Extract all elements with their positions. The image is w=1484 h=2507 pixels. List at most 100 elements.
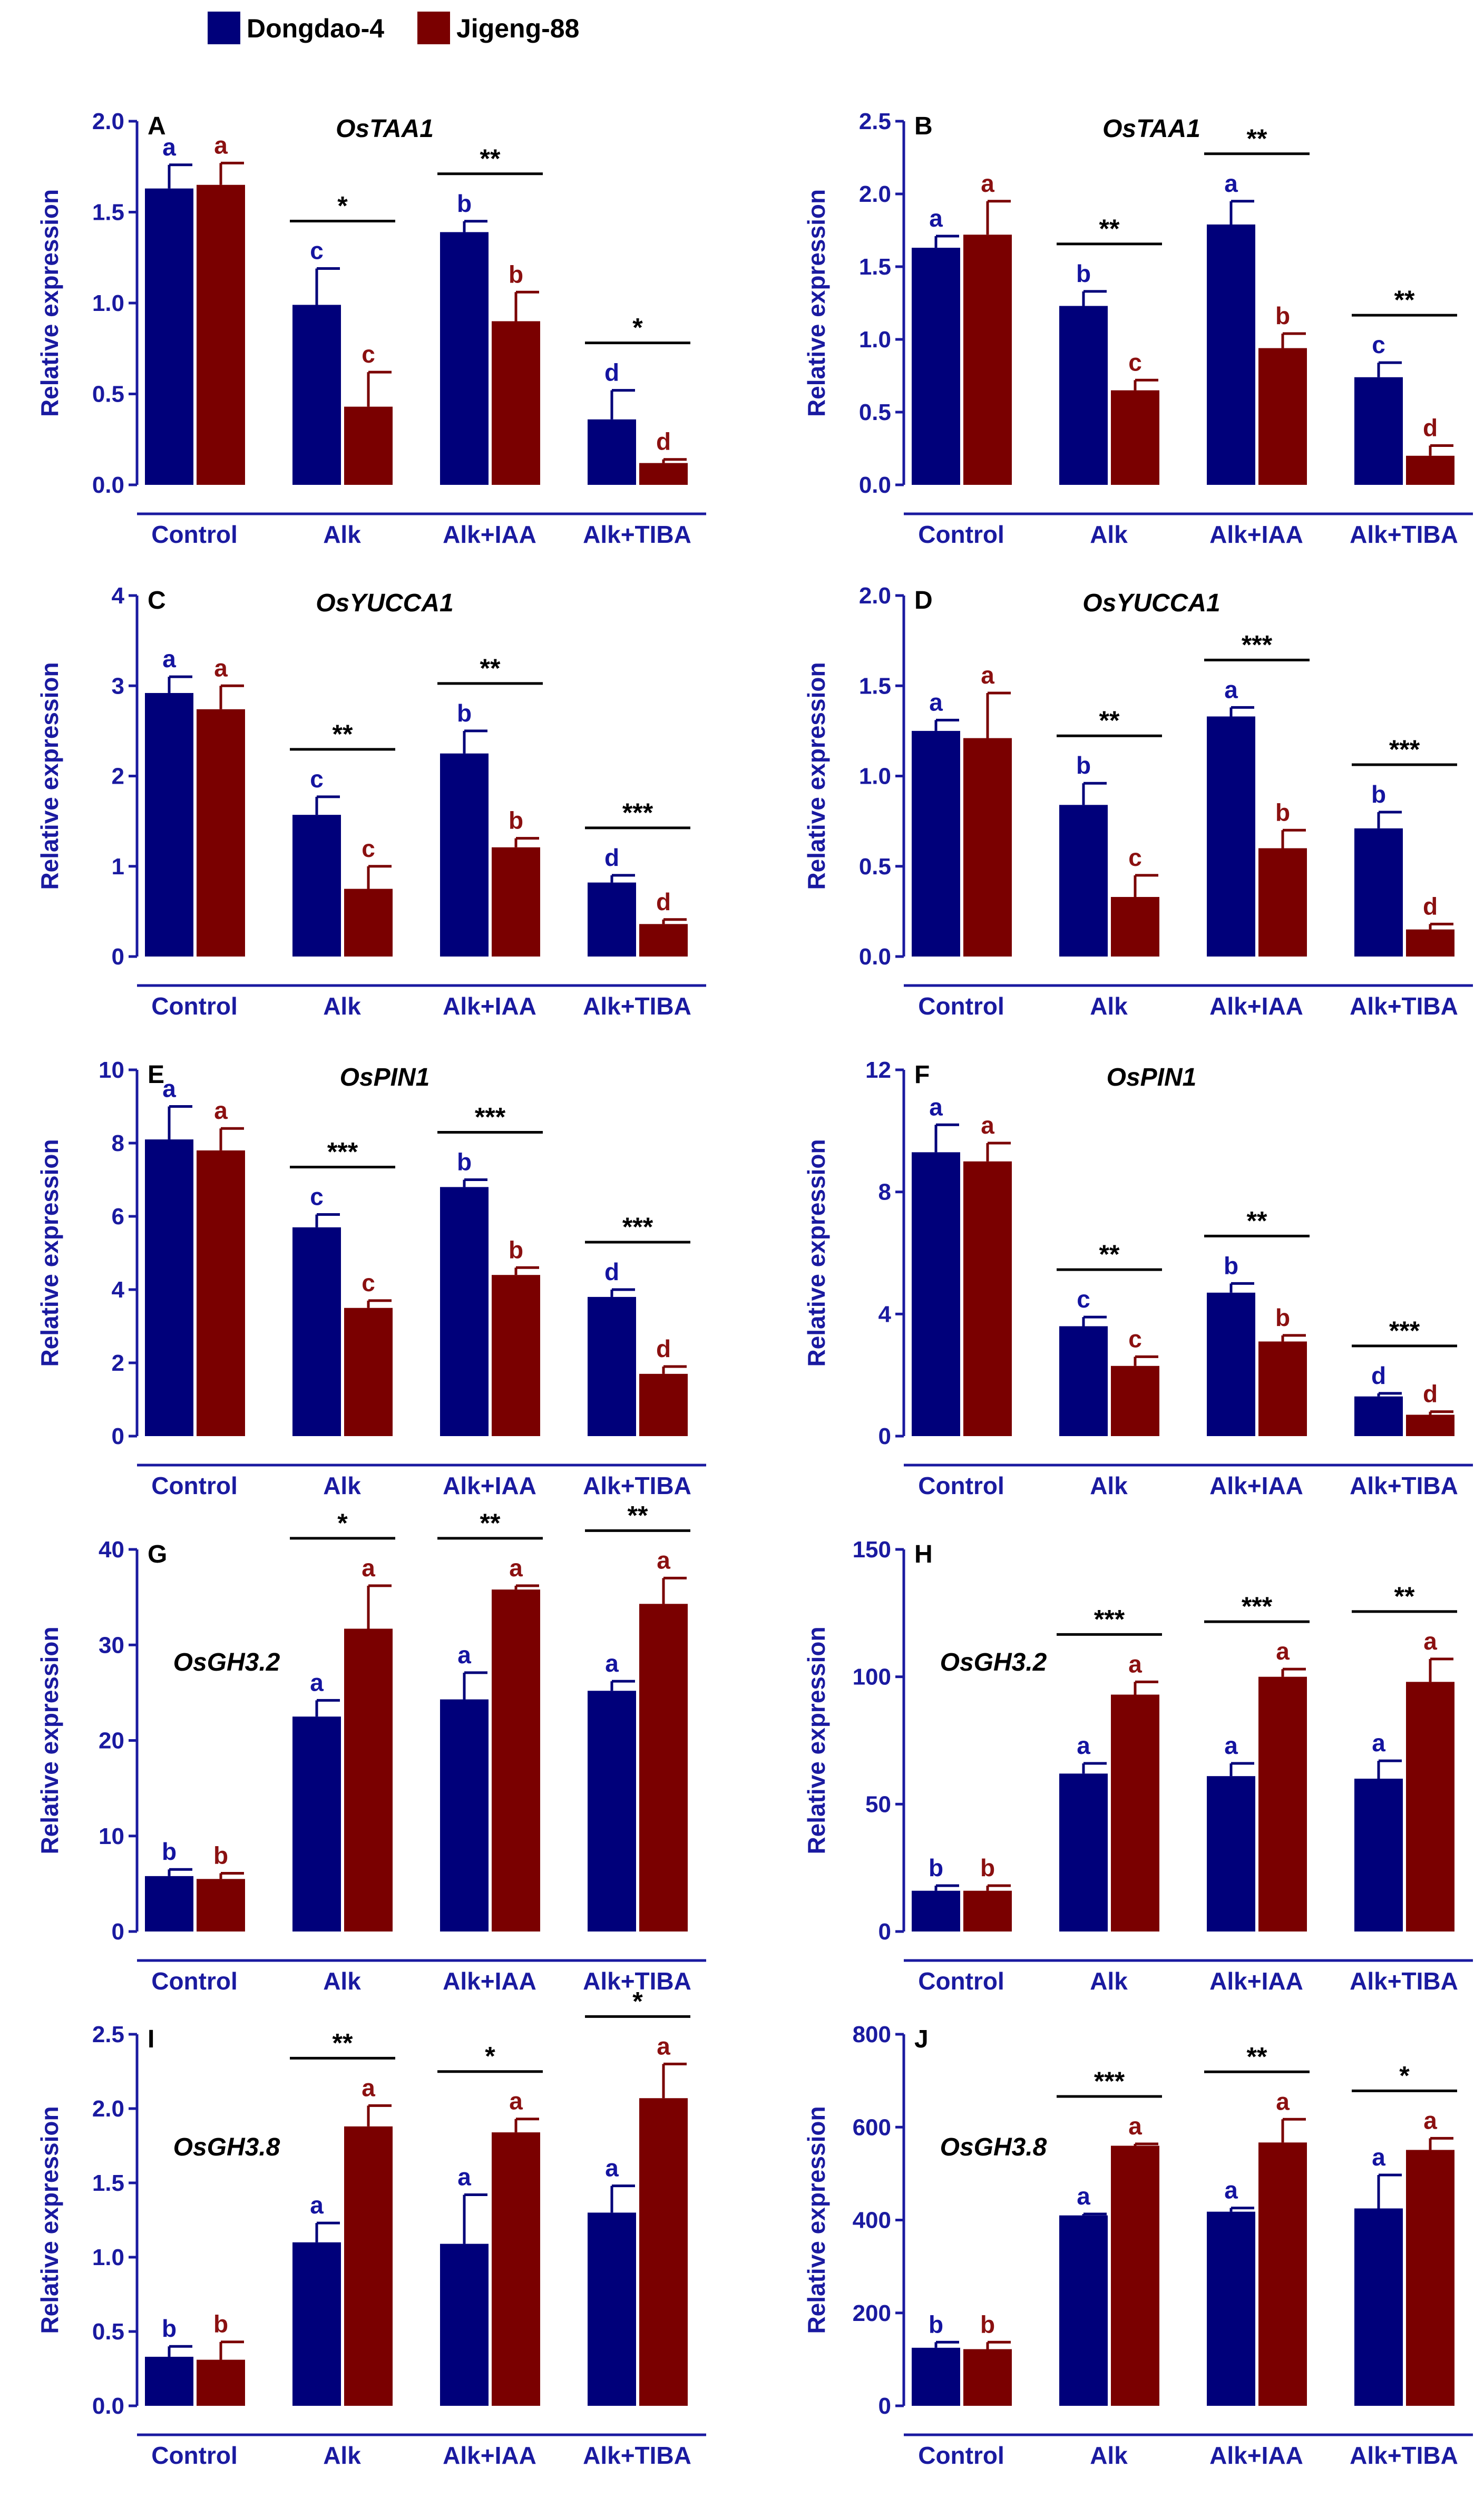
bar-dongdao <box>440 1187 489 1436</box>
y-tick-label: 0 <box>878 1423 891 1449</box>
bar-jigeng <box>1258 1676 1307 1932</box>
bar-jigeng <box>492 2132 540 2406</box>
x-tick-label: Alk+TIBA <box>583 1472 691 1499</box>
bar-dongdao <box>1354 1396 1403 1436</box>
y-axis-label: Relative expression <box>803 662 830 890</box>
bar-jigeng <box>344 2126 393 2406</box>
sig-letter: a <box>1224 2177 1238 2204</box>
x-tick-label: Alk+IAA <box>1209 2442 1303 2469</box>
bar-jigeng <box>1111 1694 1159 1932</box>
legend: Dongdao-4 Jigeng-88 <box>208 12 579 44</box>
bar-jigeng <box>963 1890 1012 1932</box>
gene-title: OsYUCCA1 <box>1082 589 1220 617</box>
gene-title: OsGH3.8 <box>940 2133 1047 2161</box>
x-tick-label: Alk+TIBA <box>583 2442 691 2469</box>
x-tick-label: Alk+TIBA <box>583 521 691 548</box>
bar-jigeng <box>963 2349 1012 2406</box>
sig-letter: d <box>1423 1380 1438 1408</box>
x-tick-label: Alk+IAA <box>443 521 536 548</box>
sig-letter: a <box>1128 2112 1142 2140</box>
panel-J: 0 200 400 600 800 Relative expression J OsGH3.8… <box>803 2022 1473 2469</box>
sig-letter: b <box>1371 781 1386 808</box>
sig-letter: c <box>310 237 324 264</box>
y-axis-label: Relative expression <box>803 1139 830 1367</box>
sig-letter: a <box>605 2154 619 2182</box>
gene-title: OsTAA1 <box>1102 115 1200 143</box>
sig-letter: a <box>509 2087 523 2115</box>
panel-G: 0 10 20 30 40 Relative expression G OsGH3.2 Cont… <box>36 1500 706 1995</box>
bar-jigeng <box>639 924 688 957</box>
bar-dongdao <box>1059 2215 1108 2406</box>
y-tick-label: 0.5 <box>92 382 124 407</box>
x-tick-label: Alk+IAA <box>443 1967 536 1995</box>
sig-letter: c <box>362 835 375 862</box>
sig-letter: a <box>657 2032 670 2060</box>
sig-letter: b <box>457 699 472 727</box>
panel-letter: E <box>148 1061 164 1089</box>
bar-dongdao <box>440 1699 489 1932</box>
y-tick-label: 1.5 <box>92 200 124 226</box>
y-tick-label: 1.0 <box>859 764 891 789</box>
sig-letter: a <box>1423 2106 1437 2134</box>
y-tick-label: 0.0 <box>859 472 891 498</box>
sig-letter: c <box>1128 1325 1142 1352</box>
sig-stars: ** <box>480 144 501 173</box>
sig-stars: *** <box>1389 1316 1420 1345</box>
bar-dongdao <box>912 1152 960 1436</box>
bar-dongdao <box>145 188 193 485</box>
panel-C: 0 1 2 3 4 Relative expression C OsYUCCA1 Control… <box>36 583 706 1020</box>
y-tick-label: 600 <box>853 2114 891 2140</box>
y-tick-label: 200 <box>853 2300 891 2326</box>
y-tick-label: 1.0 <box>92 290 124 316</box>
x-tick-label: Alk+TIBA <box>1350 1967 1458 1995</box>
sig-letter: a <box>1372 2143 1385 2171</box>
sig-letter: a <box>457 2163 471 2191</box>
bar-jigeng <box>963 1161 1012 1436</box>
bar-jigeng <box>639 1373 688 1436</box>
panel-letter: G <box>148 1540 167 1568</box>
y-tick-label: 1 <box>112 854 124 880</box>
y-tick-label: 4 <box>878 1301 892 1327</box>
bar-jigeng <box>344 1628 393 1932</box>
sig-letter: b <box>1275 1304 1290 1331</box>
bar-dongdao <box>145 1139 193 1436</box>
sig-letter: c <box>310 1183 324 1211</box>
sig-letter: c <box>1077 1285 1090 1313</box>
sig-letter: a <box>214 654 228 681</box>
bar-jigeng <box>492 1275 540 1436</box>
sig-letter: b <box>509 260 523 288</box>
bar-jigeng <box>344 889 393 957</box>
y-tick-label: 800 <box>853 2022 891 2047</box>
sig-letter: b <box>162 1838 177 1865</box>
y-tick-label: 2.0 <box>92 2096 124 2122</box>
sig-letter: a <box>981 1111 994 1139</box>
sig-letter: d <box>1371 1362 1386 1389</box>
sig-stars: ** <box>1394 1582 1415 1611</box>
sig-stars: *** <box>1389 735 1420 764</box>
panel-letter: H <box>914 1540 933 1568</box>
sig-letter: a <box>310 2191 324 2219</box>
sig-stars: *** <box>1094 2066 1125 2096</box>
y-tick-label: 1.5 <box>859 254 891 280</box>
y-tick-label: 0.0 <box>92 2393 124 2419</box>
x-tick-label: Alk <box>1090 2442 1128 2469</box>
bar-jigeng <box>963 738 1012 957</box>
x-tick-label: Control <box>918 521 1004 548</box>
x-tick-label: Alk+TIBA <box>1350 521 1458 548</box>
panel-B: 0.0 0.5 1.0 1.5 2.0 2.5 Relative expression B Os… <box>803 109 1473 548</box>
sig-letter: b <box>1224 1252 1238 1279</box>
sig-stars: * <box>337 1508 348 1538</box>
bar-jigeng <box>1406 1682 1454 1932</box>
panel-letter: A <box>148 112 166 140</box>
y-axis-label: Relative expression <box>803 189 830 417</box>
x-tick-label: Alk+TIBA <box>1350 992 1458 1020</box>
x-tick-label: Alk+IAA <box>1209 1967 1303 1995</box>
y-tick-label: 2.0 <box>859 181 891 207</box>
bar-jigeng <box>639 463 688 485</box>
bar-dongdao <box>440 2243 489 2406</box>
x-tick-label: Control <box>151 1472 238 1499</box>
y-tick-label: 0 <box>878 1919 891 1945</box>
bar-jigeng <box>1406 929 1454 957</box>
sig-letter: d <box>656 428 671 455</box>
sig-letter: d <box>656 888 671 915</box>
